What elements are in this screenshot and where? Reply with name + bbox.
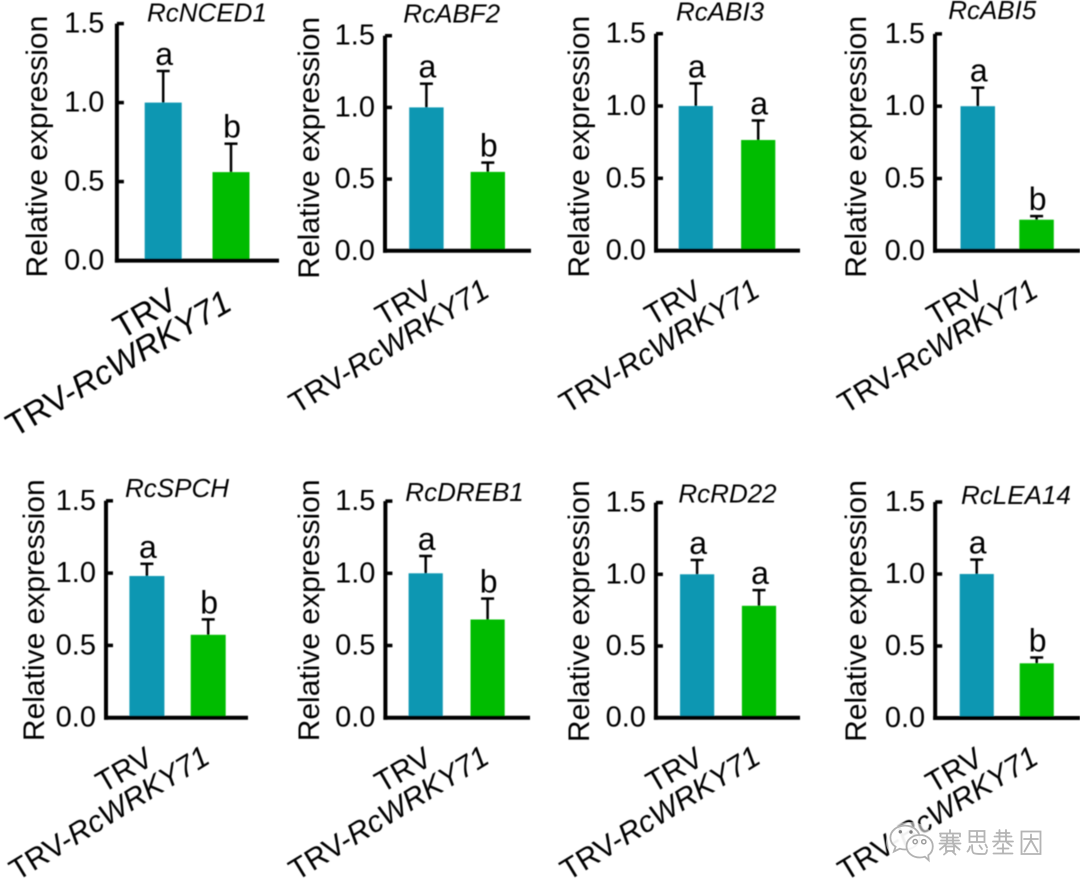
svg-text:a: a [418,521,436,557]
svg-text:1.5: 1.5 [335,20,375,52]
svg-text:0.5: 0.5 [335,163,375,195]
svg-text:0.5: 0.5 [606,162,646,194]
svg-text:1.5: 1.5 [56,485,96,517]
svg-text:b: b [1029,181,1047,217]
svg-text:Relative expression: Relative expression [840,16,873,278]
svg-text:RcRD22: RcRD22 [678,479,777,509]
svg-text:a: a [139,529,157,565]
svg-text:0.5: 0.5 [64,166,104,198]
svg-text:Relative expression: Relative expression [18,479,51,741]
svg-text:b: b [480,564,498,600]
svg-text:0.0: 0.0 [64,245,104,277]
svg-text:0.5: 0.5 [885,630,925,662]
svg-text:0.0: 0.0 [335,235,375,267]
svg-text:0.0: 0.0 [606,235,646,267]
svg-text:RcDREB1: RcDREB1 [405,477,523,507]
svg-text:Relative expression: Relative expression [563,480,596,742]
svg-text:0.0: 0.0 [335,702,375,734]
svg-text:RcABF2: RcABF2 [403,0,500,29]
svg-text:0.0: 0.0 [885,702,925,734]
svg-text:1.0: 1.0 [885,90,925,122]
svg-text:a: a [969,525,987,561]
svg-text:Relative expression: Relative expression [293,480,326,742]
svg-text:a: a [751,555,769,591]
svg-text:RcNCED1: RcNCED1 [147,0,267,28]
svg-text:1.0: 1.0 [335,557,375,589]
svg-text:b: b [200,584,218,620]
svg-text:Relative expression: Relative expression [21,16,54,278]
svg-text:0.0: 0.0 [885,235,925,267]
svg-text:1.5: 1.5 [64,8,104,40]
svg-text:a: a [750,86,768,122]
svg-text:0.5: 0.5 [885,163,925,195]
svg-text:a: a [689,525,707,561]
svg-text:b: b [480,128,498,164]
svg-text:0.5: 0.5 [606,630,646,662]
svg-text:RcABI3: RcABI3 [676,0,765,27]
svg-text:0.5: 0.5 [56,629,96,661]
svg-text:1.0: 1.0 [606,90,646,122]
svg-text:RcABI5: RcABI5 [948,0,1037,25]
svg-text:1.0: 1.0 [335,91,375,123]
svg-text:1.5: 1.5 [606,487,646,519]
svg-text:a: a [688,48,706,84]
svg-text:1.0: 1.0 [606,558,646,590]
svg-text:0.5: 0.5 [335,630,375,662]
svg-text:0.0: 0.0 [56,702,96,734]
svg-text:RcSPCH: RcSPCH [125,473,229,503]
svg-text:a: a [155,36,173,72]
svg-text:1.5: 1.5 [885,486,925,518]
svg-text:0.0: 0.0 [606,702,646,734]
svg-text:1.0: 1.0 [56,557,96,589]
svg-text:a: a [419,49,437,85]
svg-text:b: b [223,109,241,145]
svg-text:1.0: 1.0 [885,558,925,590]
svg-text:1.5: 1.5 [606,18,646,50]
svg-text:RcLEA14: RcLEA14 [961,480,1071,510]
svg-text:Relative expression: Relative expression [840,480,873,742]
svg-text:b: b [1029,623,1047,659]
svg-text:Relative expression: Relative expression [293,17,326,279]
svg-text:a: a [970,53,988,89]
svg-text:1.5: 1.5 [335,485,375,517]
svg-text:1.5: 1.5 [885,18,925,50]
svg-text:Relative expression: Relative expression [563,16,596,278]
svg-text:1.0: 1.0 [64,87,104,119]
